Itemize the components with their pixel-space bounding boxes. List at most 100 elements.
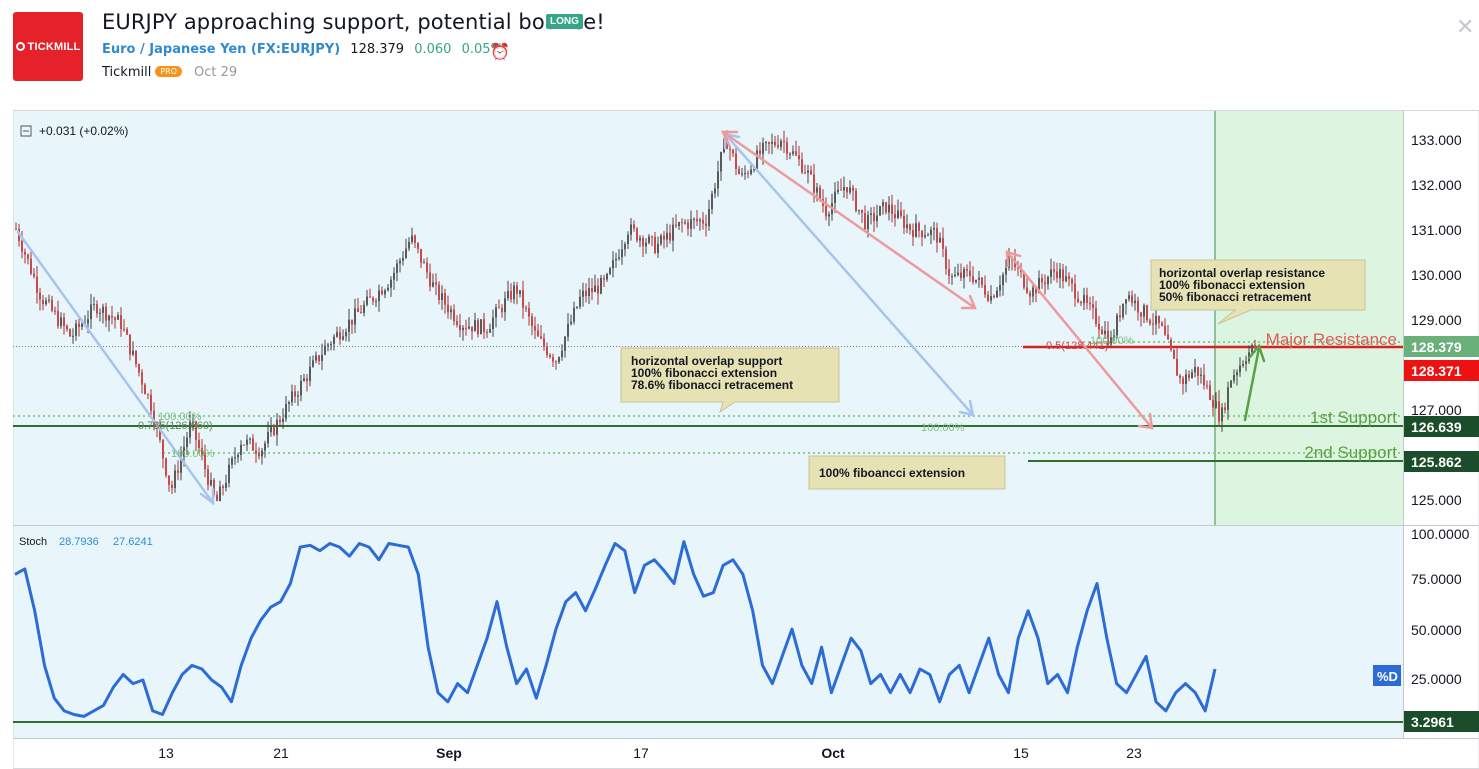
collapse-icon[interactable]: [20, 125, 32, 137]
candle-body: [585, 290, 587, 297]
candle-body: [267, 432, 269, 444]
candle-body: [1017, 267, 1019, 269]
candle-body: [489, 329, 491, 333]
candle-body: [570, 321, 572, 324]
note-resistance[interactable]: horizontal overlap resistance 100% fibon…: [1150, 259, 1366, 325]
candle-body: [696, 218, 698, 222]
candle-body: [339, 332, 341, 340]
candle-body: [897, 210, 899, 219]
chart-canvas[interactable]: 100.00% 0.786(126.660) 100.00% 100.00% 0…: [13, 110, 1479, 769]
stoch-k-value: 28.7936: [59, 536, 99, 548]
candle-body: [1005, 267, 1007, 275]
candle-body: [663, 235, 665, 240]
candle-body: [771, 141, 773, 144]
candle-body: [678, 222, 680, 226]
candle-body: [1206, 385, 1208, 387]
candle-body: [1215, 401, 1217, 408]
candle-body: [1179, 375, 1181, 379]
candle-body: [336, 332, 338, 337]
candle-body: [660, 235, 662, 244]
author-name[interactable]: Tickmill: [102, 65, 152, 80]
candle-body: [108, 315, 110, 321]
candle-body: [399, 260, 401, 264]
candle-body: [249, 438, 251, 440]
candle-body: [783, 140, 785, 143]
candle-body: [579, 296, 581, 307]
candle-body: [483, 319, 485, 332]
blue-projection-arrow-2: [723, 132, 975, 417]
time-tick: 21: [273, 745, 289, 761]
candle-body: [1050, 269, 1052, 277]
candle-body: [603, 277, 605, 280]
note-support2[interactable]: 100% fiboancci extension: [808, 455, 1006, 490]
candle-body: [1053, 269, 1055, 272]
candle-body: [1029, 292, 1031, 297]
candle-body: [963, 269, 965, 278]
candle-body: [90, 304, 92, 320]
candle-body: [1101, 329, 1103, 335]
candle-body: [1092, 304, 1094, 309]
candle-body: [306, 378, 308, 382]
candle-body: [786, 142, 788, 154]
candle-body: [144, 384, 146, 395]
candle-body: [717, 171, 719, 189]
candle-body: [435, 282, 437, 285]
candle-body: [684, 222, 686, 224]
candle-body: [1113, 335, 1115, 338]
candle-body: [951, 276, 953, 278]
candle-body: [1170, 339, 1172, 350]
red-projection-arrow-2: [1005, 250, 1154, 430]
candle-body: [165, 458, 167, 476]
candle-body: [744, 173, 746, 175]
candle-body: [1077, 298, 1079, 302]
candle-body: [759, 150, 761, 154]
candle-body: [1119, 315, 1121, 318]
red-arrowhead-1a: [721, 130, 739, 147]
candle-body: [1125, 299, 1127, 304]
candle-body: [381, 290, 383, 295]
candle-body: [648, 236, 650, 243]
candle-body: [1212, 399, 1214, 408]
logo-text: TICKMILL: [27, 40, 81, 53]
close-icon[interactable]: ✕: [1456, 14, 1475, 39]
candle-body: [285, 403, 287, 419]
candle-body: [1173, 349, 1175, 359]
publish-date: Oct 29: [194, 65, 238, 80]
candle-body: [93, 304, 95, 306]
note-support[interactable]: horizontal overlap support 100% fibonacc…: [620, 347, 840, 414]
alarm-clock-icon[interactable]: ⏰: [490, 44, 510, 61]
support2-label: 2nd Support: [1304, 443, 1397, 462]
candle-body: [747, 173, 749, 175]
candle-body: [243, 444, 245, 446]
candle-body: [78, 323, 80, 328]
support1-label: 1st Support: [1310, 408, 1397, 427]
candle-body: [639, 238, 641, 241]
candle-body: [993, 296, 995, 298]
candle-body: [738, 168, 740, 174]
candle-body: [180, 456, 182, 473]
candle-body: [123, 328, 125, 330]
candle-body: [21, 240, 23, 252]
candle-body: [969, 270, 971, 277]
candle-body: [360, 311, 362, 313]
candle-body: [819, 187, 821, 200]
green-arrowhead: [1247, 343, 1266, 363]
candle-body: [327, 344, 329, 346]
candle-body: [837, 189, 839, 192]
current-price-tag-text: 128.379: [1411, 339, 1462, 355]
candle-body: [804, 172, 806, 174]
candle-body: [858, 209, 860, 211]
idea-title: EURJPY approaching support, potential bo…: [102, 10, 605, 34]
candle-body: [891, 204, 893, 215]
candle-body: [840, 189, 842, 191]
stoch-tick: 100.0000: [1411, 526, 1470, 542]
candle-body: [636, 228, 638, 241]
candle-body: [1176, 358, 1178, 376]
candle-body: [888, 204, 890, 213]
candle-body: [348, 319, 350, 332]
candle-body: [363, 304, 365, 313]
candle-body: [129, 334, 131, 355]
candle-body: [390, 279, 392, 288]
candle-body: [711, 193, 713, 210]
symbol-name[interactable]: Euro / Japanese Yen (FX:EURJPY): [102, 42, 341, 57]
